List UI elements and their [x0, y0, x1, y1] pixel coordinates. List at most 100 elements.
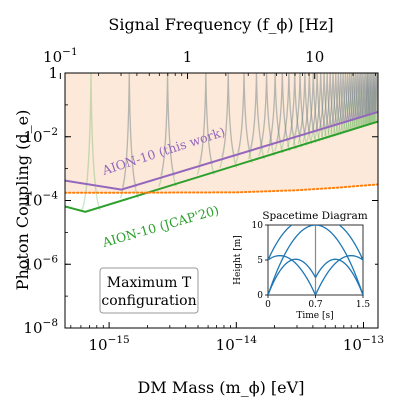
resonance-spike-green	[368, 73, 374, 124]
annotation-line-2: configuration	[101, 293, 196, 309]
resonance-spike-purple	[347, 73, 356, 121]
resonance-spike-green	[219, 73, 238, 168]
resonance-spike-green	[347, 73, 357, 130]
resonance-spike-green	[374, 73, 378, 122]
y-tick-label-4: 10−8	[23, 317, 58, 337]
resonance-spike-green	[362, 73, 369, 126]
resonance-spike-purple	[259, 73, 274, 146]
resonance-spike-purple	[293, 73, 307, 136]
resonance-spike-green	[302, 73, 317, 143]
resonance-spike-purple	[343, 73, 352, 122]
y-tick-label-2: 10−4	[23, 190, 58, 210]
resonance-spike-green	[335, 73, 347, 134]
inset-y-tick-label: 10	[252, 221, 264, 231]
resonance-spike-purple	[303, 73, 316, 133]
resonance-spike-purple	[221, 73, 236, 158]
resonance-spike-purple	[371, 73, 377, 114]
x-tick-label-0: 10−15	[88, 334, 129, 354]
x-axis-label: DM Mass (m_ϕ) [eV]	[138, 378, 305, 397]
resonance-spike-green	[314, 73, 328, 140]
resonance-spike-purple	[364, 73, 370, 116]
resonance-spike-purple	[236, 73, 252, 153]
resonance-spike-purple	[345, 73, 354, 121]
resonance-spike-purple	[355, 73, 363, 118]
resonance-spike-purple	[298, 73, 311, 135]
x-tick-label-2: 10−13	[343, 334, 384, 354]
resonance-spike-purple	[275, 73, 289, 142]
resonance-spike-purple	[370, 73, 375, 114]
series-line-1	[65, 120, 378, 213]
y-tick-label-1: 10−2	[23, 126, 58, 146]
resonance-spike-purple	[366, 73, 371, 115]
resonance-spike-green	[367, 73, 373, 125]
inset-trajectory	[268, 254, 317, 295]
resonance-spike-purple	[333, 73, 343, 125]
resonance-spike-green	[369, 73, 376, 124]
top-x-tick-label-0: 10−1	[43, 46, 78, 66]
resonance-spikes	[81, 73, 378, 211]
inset-x-tick-label: 0	[265, 300, 271, 310]
resonance-spike-purple	[341, 73, 350, 122]
resonance-spike-green	[81, 73, 101, 211]
resonance-spike-purple	[361, 73, 367, 117]
inset-ticks: 0 0.7 1.5 0 5 10	[252, 221, 371, 310]
resonance-spike-green	[358, 73, 366, 127]
resonance-spike-green	[258, 73, 275, 157]
resonance-spike-green	[371, 73, 377, 123]
resonance-spike-green	[158, 73, 177, 187]
resonance-spike-purple	[121, 73, 137, 188]
series-lines	[65, 110, 378, 213]
top-x-tick-label-1: 1	[183, 48, 193, 66]
resonance-spike-green	[342, 73, 353, 132]
resonance-spike-green	[324, 73, 337, 137]
resonance-spike-green	[353, 73, 362, 129]
axis-ticks	[59, 72, 378, 329]
resonance-spike-green	[297, 73, 313, 145]
resonance-spike-purple	[268, 73, 282, 144]
resonance-spike-purple	[331, 73, 341, 125]
resonance-spike-green	[292, 73, 308, 146]
resonance-spike-purple	[359, 73, 366, 117]
resonance-spike-green	[332, 73, 344, 134]
resonance-spike-green	[327, 73, 339, 136]
resonance-spike-purple	[350, 73, 358, 120]
y-axis-label: Photon Coupling (d_e)	[13, 110, 32, 291]
resonance-spike-green	[310, 73, 324, 141]
series-line-2	[65, 183, 378, 194]
resonance-spike-green	[355, 73, 363, 128]
inset-trajectory	[315, 225, 363, 261]
inset-x-label: Time [s]	[296, 311, 333, 321]
y-tick-label-3: 10−6	[23, 253, 58, 273]
series-line-0	[65, 110, 378, 191]
top-x-tick-label-2: 10	[305, 48, 324, 66]
resonance-spike-green	[281, 73, 297, 150]
inset-y-label: Height [m]	[233, 235, 243, 285]
resonance-spike-purple	[322, 73, 333, 128]
x-tick-label-1: 10−14	[216, 334, 258, 354]
inset-trajectory	[314, 254, 363, 295]
resonance-spike-purple	[357, 73, 364, 118]
resonance-spike-purple	[288, 73, 301, 138]
resonance-spike-green	[287, 73, 303, 148]
resonance-spike-purple	[369, 73, 374, 115]
resonance-spike-purple	[160, 73, 176, 176]
resonance-spike-green	[365, 73, 371, 125]
resonance-spike-green	[360, 73, 368, 126]
inset-y-tick-label: 0	[257, 291, 263, 301]
resonance-spike-purple	[367, 73, 372, 115]
resonance-spike-green	[357, 73, 365, 127]
resonance-spike-green	[247, 73, 266, 160]
resonance-spike-purple	[315, 73, 327, 130]
y-tick-label-0: 1	[48, 64, 58, 82]
resonance-spike-green	[320, 73, 334, 138]
resonance-spike-purple	[311, 73, 323, 131]
resonance-spike-purple	[318, 73, 330, 129]
excluded-region-fill	[65, 73, 378, 193]
inset-trajectory	[268, 225, 316, 261]
resonance-spike-green	[235, 73, 253, 164]
resonance-spike-green	[266, 73, 284, 154]
annotation-box: Maximum T configuration	[99, 267, 199, 314]
inset-x-tick-label: 0.7	[308, 300, 323, 310]
inset-y-tick-label: 5	[257, 256, 263, 266]
